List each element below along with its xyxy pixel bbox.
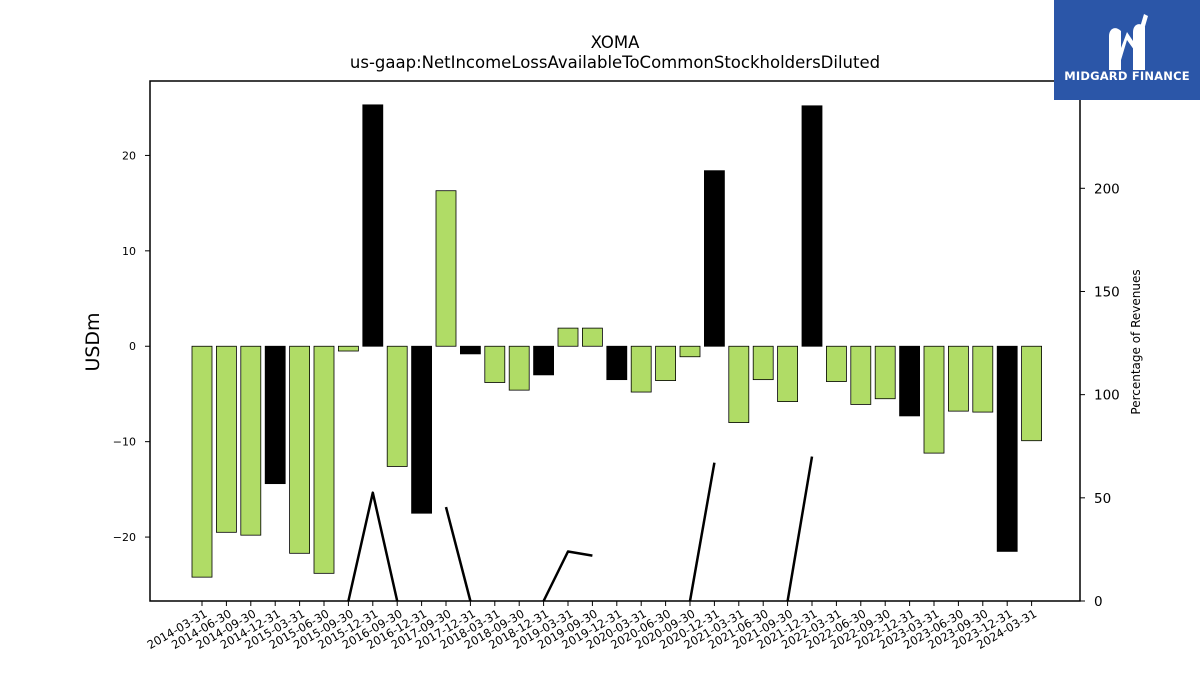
bar bbox=[996, 345, 1018, 552]
bar bbox=[874, 345, 896, 400]
line-segment bbox=[542, 550, 593, 602]
bar bbox=[191, 345, 213, 578]
midgard-finance-logo: MIDGARD FINANCE bbox=[1054, 0, 1200, 100]
line-segment bbox=[688, 462, 716, 602]
bars bbox=[191, 104, 1042, 578]
y-tick-label: 0 bbox=[129, 340, 136, 353]
bar bbox=[777, 345, 798, 402]
bar bbox=[264, 345, 286, 485]
y-tick-label: 20 bbox=[122, 149, 136, 162]
bar bbox=[508, 345, 530, 391]
bar bbox=[923, 345, 945, 454]
bar bbox=[655, 345, 676, 381]
bar bbox=[679, 345, 701, 358]
bar bbox=[215, 345, 237, 533]
line-segment bbox=[444, 506, 472, 602]
bar bbox=[484, 345, 506, 383]
bar bbox=[582, 327, 603, 347]
logo-text: MIDGARD FINANCE bbox=[1064, 69, 1190, 83]
axes: −20−10010200501001502002014-03-312014-06… bbox=[113, 80, 1120, 652]
bar bbox=[704, 170, 725, 347]
y2-axis-label: Percentage of Revenues bbox=[1129, 269, 1143, 414]
y2-tick-label: 0 bbox=[1094, 594, 1103, 610]
y-axis-label: USDm bbox=[82, 312, 104, 371]
bar bbox=[850, 345, 872, 405]
y-tick-label: −20 bbox=[113, 531, 136, 544]
bar bbox=[899, 345, 920, 417]
bar bbox=[435, 190, 457, 347]
percentage-line bbox=[347, 456, 814, 602]
bar bbox=[386, 345, 408, 467]
bar bbox=[752, 345, 774, 381]
bar bbox=[972, 345, 994, 413]
bar bbox=[801, 105, 823, 347]
plot-frame bbox=[149, 80, 1081, 602]
bar bbox=[533, 345, 554, 376]
y2-tick-label: 50 bbox=[1094, 491, 1111, 507]
y-tick-label: 10 bbox=[122, 245, 136, 258]
y2-tick-label: 150 bbox=[1094, 284, 1120, 300]
bar bbox=[948, 345, 969, 412]
bar bbox=[313, 345, 335, 574]
line-segment bbox=[347, 491, 399, 602]
bar bbox=[411, 345, 433, 514]
chart-title: XOMA bbox=[591, 33, 640, 52]
y2-tick-label: 100 bbox=[1094, 388, 1120, 404]
chart-subtitle: us-gaap:NetIncomeLossAvailableToCommonSt… bbox=[350, 53, 880, 72]
bar bbox=[337, 345, 359, 352]
bar bbox=[728, 345, 750, 423]
bar bbox=[630, 345, 652, 393]
y2-tick-label: 200 bbox=[1094, 181, 1120, 197]
bar bbox=[606, 345, 628, 381]
bar bbox=[1021, 345, 1042, 442]
bar bbox=[459, 345, 481, 355]
bar bbox=[240, 345, 262, 536]
line-segment bbox=[786, 456, 814, 602]
bar bbox=[362, 104, 384, 347]
bar bbox=[826, 345, 847, 382]
midgard-logo-icon bbox=[1109, 14, 1148, 70]
y-tick-label: −10 bbox=[113, 436, 136, 449]
bar bbox=[289, 345, 311, 554]
bar bbox=[557, 327, 579, 347]
